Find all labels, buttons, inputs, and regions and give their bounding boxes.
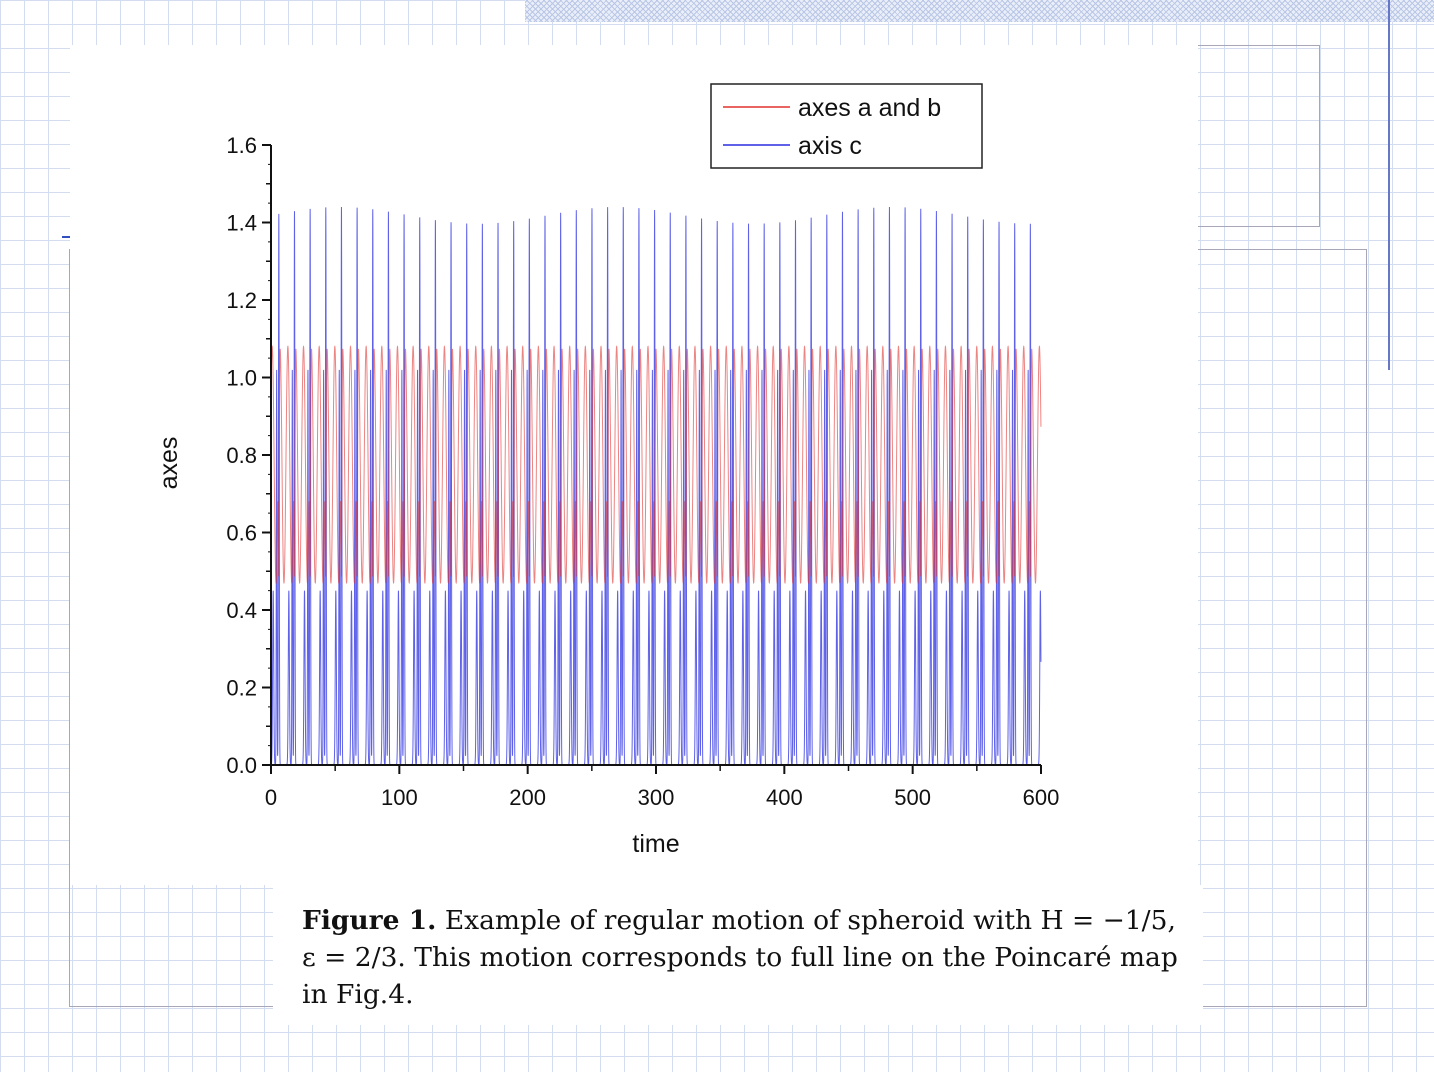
x-tick-label: 200 <box>509 785 546 810</box>
slide-vertical-rule <box>1388 0 1390 370</box>
x-tick-label: 600 <box>1023 785 1060 810</box>
x-tick-label: 300 <box>638 785 675 810</box>
y-tick-label: 1.6 <box>226 133 257 158</box>
figure-caption: Figure 1. Example of regular motion of s… <box>302 902 1182 1013</box>
y-tick-label: 0.0 <box>226 753 257 778</box>
y-tick-label: 0.6 <box>226 521 257 546</box>
x-tick-label: 400 <box>766 785 803 810</box>
header-hatch-band <box>525 0 1434 22</box>
legend: axes a and b axis c <box>710 83 983 169</box>
x-tick-label: 500 <box>894 785 931 810</box>
y-tick-label: 0.4 <box>226 598 257 623</box>
axes-layer: 0.0 0.2 0.4 0.6 0.8 1.0 1.2 1.4 1.6 0 100 200 300 400… <box>226 133 1059 810</box>
series-line-axes-a-b <box>270 345 1042 585</box>
y-tick-label: 1.4 <box>226 211 257 236</box>
y-tick-label: 1.0 <box>226 366 257 391</box>
caption-panel <box>273 885 1203 1025</box>
y-axis-label: axes <box>155 437 183 490</box>
y-tick-label: 0.2 <box>226 676 257 701</box>
legend-label-axis-c: axis c <box>798 132 862 160</box>
caption-text: Example of regular motion of spheroid wi… <box>302 905 1178 1010</box>
series-layer <box>270 206 1042 766</box>
series-line-axis-c <box>270 206 1042 766</box>
x-tick-label: 0 <box>265 785 277 810</box>
y-tick-label: 0.8 <box>226 443 257 468</box>
slide-dash-mark <box>62 236 72 238</box>
caption-label: Figure 1. <box>302 905 437 936</box>
legend-label-axes-a-b: axes a and b <box>798 94 941 122</box>
x-axis-label: time <box>632 830 679 858</box>
y-tick-label: 1.2 <box>226 288 257 313</box>
legend-box <box>710 83 983 169</box>
x-tick-label: 100 <box>381 785 418 810</box>
